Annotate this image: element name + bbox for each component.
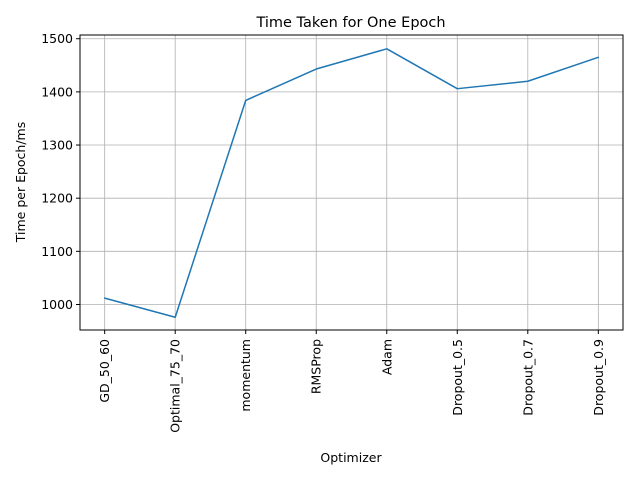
data-point [596, 55, 600, 59]
data-point [455, 87, 459, 91]
plot-frame [79, 34, 624, 331]
y-ticks: 1000 1100 1200 1300 1400 1500 [41, 31, 80, 312]
grid-lines [80, 35, 623, 330]
x-axis-label: Optimizer [320, 450, 382, 465]
x-tick-label: Adam [379, 339, 394, 375]
data-point [103, 296, 107, 300]
data-point [173, 315, 177, 319]
series-layer [103, 47, 600, 319]
series-line [103, 48, 600, 318]
chart-title: Time Taken for One Epoch [255, 15, 445, 31]
y-tick-label: 1400 [41, 84, 73, 99]
plot-background [80, 35, 623, 330]
x-tick-label: RMSProp [309, 339, 324, 394]
data-point [314, 67, 318, 71]
x-tick-label: Optimal_75_70 [168, 339, 183, 433]
y-tick-label: 1500 [41, 31, 73, 46]
x-tick-label: Dropout_0.5 [450, 339, 465, 416]
y-tick-label: 1000 [41, 297, 73, 312]
data-point [526, 79, 530, 83]
y-tick-label: 1300 [41, 138, 73, 153]
x-tick-label: Dropout_0.7 [520, 339, 535, 416]
x-ticks: GD_50_60 Optimal_75_70 momentum RMSProp Adam… [97, 330, 606, 433]
x-tick-label: GD_50_60 [97, 339, 112, 403]
data-point [385, 47, 389, 51]
y-axis-label: Time per Epoch/ms [13, 122, 28, 243]
y-tick-label: 1200 [41, 191, 73, 206]
y-tick-label: 1100 [41, 244, 73, 259]
x-tick-label: momentum [238, 339, 253, 412]
data-point [244, 98, 248, 102]
x-tick-label: Dropout_0.9 [591, 339, 606, 416]
